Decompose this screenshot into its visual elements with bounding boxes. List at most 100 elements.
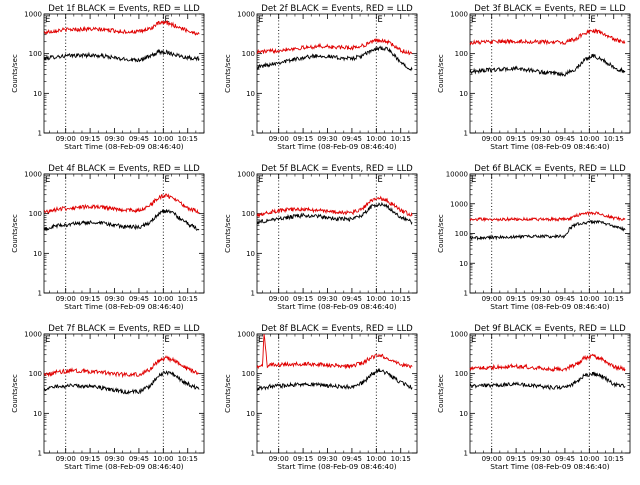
x-axis-label: Start Time (08-Feb-09 08:46:40)	[490, 142, 609, 151]
plot-frame	[43, 13, 205, 134]
series-line-events	[256, 201, 413, 225]
plot-frame	[43, 333, 205, 454]
x-tick-label: 09:15	[506, 135, 526, 143]
x-axis-label: Start Time (08-Feb-09 08:46:40)	[277, 302, 396, 311]
plot-frame	[469, 13, 631, 134]
series-line-lld	[43, 355, 200, 379]
flag-label: E	[377, 15, 382, 25]
x-tick-label: 09:00	[482, 295, 502, 303]
series-line-lld	[43, 193, 200, 214]
x-tick-label: 10:00	[579, 455, 599, 463]
y-tick-label: 10	[33, 90, 42, 98]
plot-frame	[256, 13, 418, 134]
flag-label: E	[590, 15, 595, 25]
y-tick-label: 1	[464, 290, 468, 298]
y-tick-label: 1	[464, 450, 468, 458]
x-tick-label: 10:15	[604, 135, 624, 143]
y-tick-label: 100	[242, 210, 255, 218]
x-tick-label: 09:30	[317, 455, 337, 463]
y-tick-label: 1	[38, 130, 42, 138]
y-tick-label: 1000	[24, 331, 42, 339]
panel-title: Det 9f BLACK = Events, RED = LLD	[474, 324, 626, 334]
x-tick-label: 09:15	[293, 135, 313, 143]
y-tick-label: 1000	[450, 200, 468, 208]
y-tick-label: 100	[242, 370, 255, 378]
y-tick-label: 1000	[237, 331, 255, 339]
detector-panel-6: Det 6f BLACK = Events, RED = LLD 1 10 100 10…	[437, 164, 631, 311]
y-tick-label: 1	[464, 130, 468, 138]
panel-title: Det 6f BLACK = Events, RED = LLD	[474, 164, 626, 174]
x-tick-label: 09:45	[129, 135, 149, 143]
x-tick-label: 10:00	[366, 455, 386, 463]
x-tick-label: 09:15	[506, 295, 526, 303]
x-tick-label: 10:15	[604, 455, 624, 463]
y-tick-label: 1	[38, 450, 42, 458]
y-tick-label: 10	[459, 90, 468, 98]
x-tick-label: 09:45	[129, 295, 149, 303]
x-tick-label: 09:45	[555, 295, 575, 303]
series-line-events	[43, 370, 200, 395]
panel-title: Det 7f BLACK = Events, RED = LLD	[48, 324, 200, 334]
x-tick-label: 09:15	[80, 135, 100, 143]
x-tick-label: 09:45	[555, 135, 575, 143]
x-tick-label: 09:30	[530, 455, 550, 463]
x-tick-label: 09:00	[56, 295, 76, 303]
x-tick-label: 09:45	[342, 135, 362, 143]
x-tick-label: 10:00	[153, 295, 173, 303]
y-axis-label: Counts/sec	[224, 214, 232, 253]
y-tick-label: 10	[33, 250, 42, 258]
series-line-events	[469, 219, 626, 241]
flag-label-left: E	[258, 175, 263, 185]
x-tick-label: 10:15	[604, 295, 624, 303]
flag-label-left: E	[471, 335, 476, 345]
detector-panel-2: Det 2f BLACK = Events, RED = LLD 1 10 100 10…	[224, 4, 418, 151]
x-axis-label: Start Time (08-Feb-09 08:46:40)	[277, 462, 396, 471]
x-tick-label: 09:15	[80, 295, 100, 303]
x-tick-label: 09:00	[482, 455, 502, 463]
series-line-events	[43, 208, 200, 232]
x-tick-label: 10:00	[153, 455, 173, 463]
x-tick-label: 09:30	[317, 295, 337, 303]
x-tick-label: 09:15	[506, 455, 526, 463]
x-tick-label: 10:15	[178, 455, 198, 463]
y-axis-label: Counts/sec	[224, 374, 232, 413]
y-tick-label: 100	[242, 50, 255, 58]
x-tick-label: 09:45	[555, 455, 575, 463]
flag-label: E	[164, 335, 169, 345]
y-tick-label: 1	[38, 290, 42, 298]
x-axis-label: Start Time (08-Feb-09 08:46:40)	[277, 142, 396, 151]
detector-panel-7: Det 7f BLACK = Events, RED = LLD 1 10 100 10…	[11, 324, 205, 471]
y-tick-label: 1000	[24, 171, 42, 179]
flag-label-left: E	[258, 335, 263, 345]
y-tick-label: 10000	[446, 171, 468, 179]
y-tick-label: 100	[455, 230, 468, 238]
flag-label: E	[377, 335, 382, 345]
detector-panel-1: Det 1f BLACK = Events, RED = LLD 1 10 100 10…	[11, 4, 205, 151]
y-axis-label: Counts/sec	[224, 54, 232, 93]
x-tick-label: 10:15	[178, 135, 198, 143]
plot-frame	[469, 333, 631, 454]
y-tick-label: 10	[459, 260, 468, 268]
x-tick-label: 10:00	[153, 135, 173, 143]
y-axis-label: Counts/sec	[437, 54, 445, 93]
y-tick-label: 1	[251, 450, 255, 458]
y-tick-label: 10	[33, 410, 42, 418]
x-axis-label: Start Time (08-Feb-09 08:46:40)	[64, 462, 183, 471]
plot-frame	[469, 173, 631, 294]
x-tick-label: 09:15	[80, 455, 100, 463]
flag-label: E	[377, 175, 382, 185]
x-tick-label: 10:00	[579, 295, 599, 303]
panel-title: Det 4f BLACK = Events, RED = LLD	[48, 164, 200, 174]
y-tick-label: 1000	[237, 171, 255, 179]
series-line-events	[43, 48, 200, 63]
series-line-events	[256, 45, 413, 72]
x-tick-label: 09:30	[530, 295, 550, 303]
y-tick-label: 1	[251, 290, 255, 298]
plot-frame	[43, 173, 205, 294]
flag-label-left: E	[258, 15, 263, 25]
series-line-lld	[469, 28, 626, 46]
panel-title: Det 5f BLACK = Events, RED = LLD	[261, 164, 413, 174]
panel-title: Det 1f BLACK = Events, RED = LLD	[48, 4, 200, 14]
x-axis-label: Start Time (08-Feb-09 08:46:40)	[490, 462, 609, 471]
detector-panel-4: Det 4f BLACK = Events, RED = LLD 1 10 100 10…	[11, 164, 205, 311]
